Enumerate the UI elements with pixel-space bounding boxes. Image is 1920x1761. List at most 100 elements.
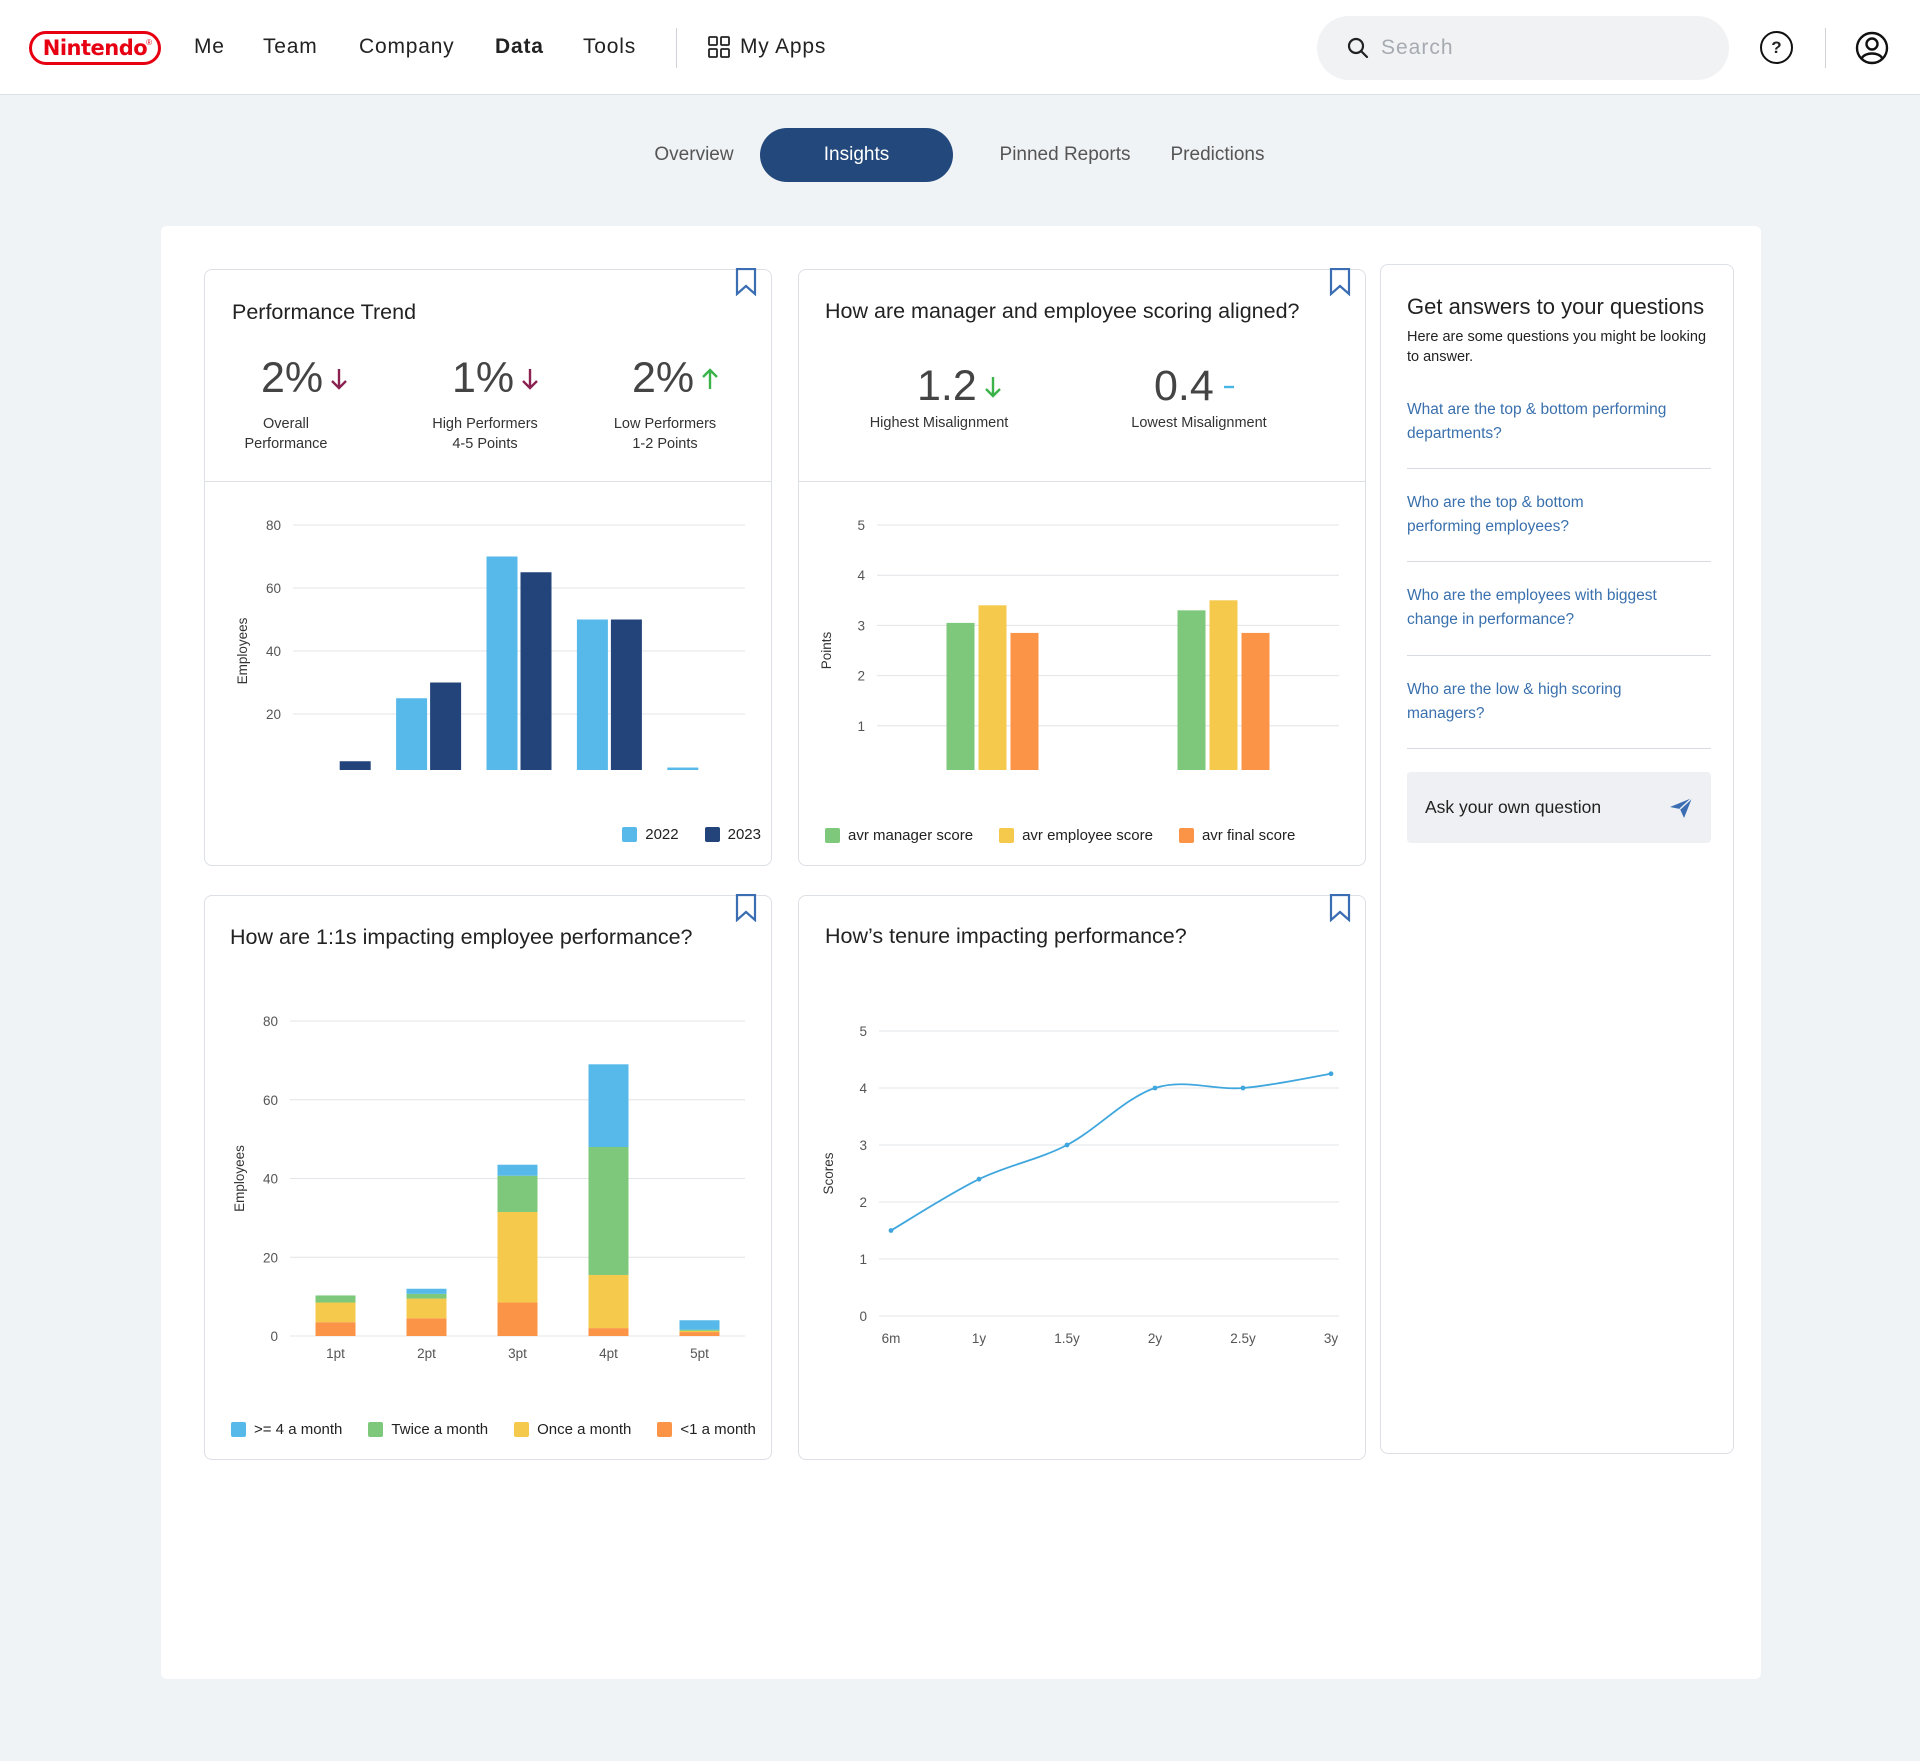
ask-question-button[interactable]: Ask your own question [1407,772,1711,843]
nav-item-team[interactable]: Team [263,35,318,58]
bar-segment [315,1322,356,1336]
bar [610,619,642,770]
one-on-ones-card: How are 1:1s impacting employee performa… [204,894,772,1460]
bar-segment [679,1330,720,1333]
nav-item-me[interactable]: Me [194,35,225,58]
y-tick-label: 2 [857,669,865,684]
bookmark-icon[interactable] [735,268,757,296]
card-title: How are manager and employee scoring ali… [825,299,1300,323]
search-input[interactable] [1381,36,1681,60]
bar [520,572,552,770]
kpi-lowest-misalignment-value: 0.4 [1154,362,1240,411]
arrow-down-icon [331,368,348,390]
bookmark-icon[interactable] [1329,268,1351,296]
chart-legend: 2022 2023 [622,826,761,843]
question-link[interactable]: Who are the employees with biggest chang… [1407,587,1657,628]
x-tick-label: 3y [1324,1331,1339,1346]
question-link[interactable]: Who are the top & bottom performing empl… [1407,494,1584,535]
nintendo-logo[interactable]: Nintendo ® [29,31,161,65]
bar [1010,632,1039,770]
bar [978,605,1007,770]
data-point [1152,1085,1158,1091]
legend-swatch [622,827,638,842]
bar [946,622,975,770]
my-apps-label: My Apps [740,35,827,58]
bar-segment [315,1302,356,1323]
y-tick-label: 60 [263,1093,278,1108]
ask-question-label: Ask your own question [1425,797,1602,817]
tab-insights[interactable]: Insights [760,128,953,182]
questions-panel: Get answers to your questions Here are s… [1380,264,1734,1454]
bar-segment [406,1293,447,1299]
legend-label: Once a month [537,1421,632,1438]
y-tick-label: 60 [266,581,281,596]
x-tick-label: 1y [972,1331,987,1346]
bar-segment [406,1288,447,1294]
divider [1407,561,1711,562]
bookmark-icon[interactable] [735,894,757,922]
chart-legend: >= 4 a month Twice a month Once a month <1 … [231,1421,756,1438]
kpi-overall-label: Overall Performance [244,416,328,452]
question-link[interactable]: Who are the low & high scoring managers? [1407,681,1622,722]
tab-overview[interactable]: Overview [654,144,734,165]
bar-segment [497,1302,538,1336]
profile-icon[interactable] [1855,31,1889,70]
y-axis-label: Scores [821,1152,836,1194]
search-box[interactable] [1317,16,1729,80]
divider [1407,468,1711,469]
tab-predictions[interactable]: Predictions [1170,144,1265,165]
divider [1407,655,1711,656]
x-tick-label: 6m [882,1331,901,1346]
tab-pinned-reports[interactable]: Pinned Reports [999,144,1131,165]
help-icon[interactable]: ? [1760,31,1793,64]
legend-item: <1 a month [657,1421,756,1438]
card-title: How are 1:1s impacting employee performa… [230,925,693,949]
y-tick-label: 40 [263,1172,278,1187]
nav-item-data[interactable]: Data [495,35,544,58]
insights-tabs: Overview Insights Pinned Reports Predict… [0,128,1920,182]
x-tick-label: 2pt [417,1346,436,1361]
bar [1209,600,1238,770]
bar-segment [497,1175,538,1212]
question-link[interactable]: What are the top & bottom performing dep… [1407,401,1667,442]
alignment-chart: 012345Points20222023 [819,518,1339,770]
one-on-ones-chart: 0 20 40 60 80 Employees 1pt 2pt 3pt 4pt 5pt [232,1014,745,1361]
bookmark-icon[interactable] [1329,894,1351,922]
bar-segment [406,1298,447,1319]
bar [396,698,428,770]
nav-divider [1825,28,1826,68]
my-apps-button[interactable]: My Apps [708,35,826,59]
bar [1177,610,1206,770]
x-tick-label: 2.5y [1230,1331,1256,1346]
nav-item-company[interactable]: Company [359,35,455,58]
apps-grid-icon [708,36,730,58]
y-tick-label: 80 [263,1014,278,1029]
y-tick-label: 20 [263,1250,278,1265]
y-tick-label: 0 [857,769,865,770]
performance-trend-card: Performance Trend 2% Overall Performance… [204,268,772,866]
kpi-highest-misalignment-value: 1.2 [917,362,1003,411]
legend-item: Once a month [514,1421,631,1438]
y-tick-label: 1 [859,1252,867,1267]
top-navigation-bar: Nintendo ® Me Team Company Data Tools My… [0,0,1920,95]
nav-item-tools[interactable]: Tools [583,35,637,58]
dash-icon [1223,385,1234,388]
y-tick-label: 1 [857,719,865,734]
legend-label: 2022 [645,826,679,843]
bar-segment [588,1064,629,1147]
bar [667,767,699,770]
bar-segment [679,1329,720,1331]
bar-segment [588,1274,629,1329]
chart-legend: avr manager score avr employee score avr f… [825,827,1295,844]
data-point [1328,1071,1334,1077]
legend-item: avr employee score [999,827,1153,844]
bar-segment [315,1295,356,1303]
y-axis-label: Employees [232,1145,247,1212]
y-tick-label: 2 [859,1195,867,1210]
arrow-down-icon [522,368,539,390]
y-tick-label: 3 [859,1138,867,1153]
legend-label: 2023 [727,826,761,843]
y-tick-label: 40 [266,644,281,659]
bar [576,619,608,770]
